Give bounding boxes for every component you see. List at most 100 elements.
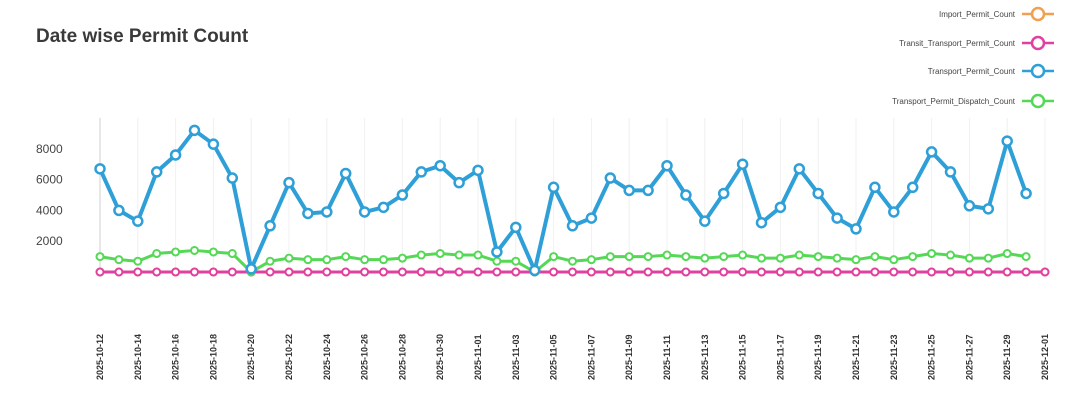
x-tick-label: 2025-11-07	[586, 334, 596, 380]
x-tick-label: 2025-10-28	[397, 334, 407, 380]
data-point	[435, 267, 445, 277]
data-point	[245, 263, 257, 275]
data-point	[491, 246, 503, 258]
data-point	[927, 249, 937, 259]
data-point	[982, 203, 995, 215]
x-tick-label: 2025-11-29	[1002, 334, 1012, 380]
data-point	[114, 267, 124, 277]
data-point	[303, 255, 313, 265]
data-point	[207, 138, 220, 150]
data-point	[397, 267, 407, 277]
data-point	[113, 204, 125, 217]
data-point	[793, 163, 806, 175]
data-point	[700, 253, 710, 263]
data-point	[624, 252, 634, 262]
data-point	[492, 267, 502, 277]
data-point	[964, 253, 974, 263]
data-point	[605, 267, 615, 277]
data-point	[944, 166, 957, 178]
data-point	[813, 267, 823, 277]
data-point	[869, 181, 881, 194]
data-point	[473, 267, 483, 277]
data-point	[661, 159, 673, 172]
data-point	[925, 146, 938, 158]
data-point	[339, 167, 352, 180]
legend-transit-transport-marker	[1030, 35, 1046, 51]
x-tick-label: 2025-10-18	[208, 334, 218, 380]
data-point	[416, 267, 426, 277]
data-point	[473, 250, 483, 260]
data-point	[983, 267, 993, 277]
chart-title: Date wise Permit Count	[36, 26, 249, 47]
data-point	[283, 176, 295, 189]
x-tick-label: 2025-11-05	[549, 334, 559, 380]
y-tick-label: 6000	[36, 173, 63, 187]
data-point	[964, 267, 974, 277]
data-point	[738, 250, 748, 260]
data-point	[492, 256, 502, 266]
data-point	[190, 267, 199, 277]
data-point	[568, 267, 577, 277]
data-point	[946, 250, 955, 260]
data-point	[150, 166, 163, 178]
data-point	[454, 267, 464, 277]
data-point	[568, 256, 577, 266]
data-point	[435, 249, 445, 259]
data-point	[963, 200, 976, 212]
data-point	[341, 267, 351, 277]
x-tick-label: 2025-11-15	[738, 334, 748, 380]
data-point	[1021, 252, 1031, 262]
legend-transport-label: Transport_Permit_Count	[928, 67, 1016, 76]
data-point	[510, 221, 522, 234]
data-point	[927, 267, 937, 277]
data-point	[1001, 135, 1013, 147]
data-point	[434, 159, 446, 172]
data-point	[415, 166, 428, 178]
data-point	[775, 253, 785, 263]
data-point	[1002, 267, 1012, 277]
x-tick-label: 2025-11-23	[889, 334, 899, 380]
data-point	[870, 252, 880, 262]
data-point	[888, 206, 900, 218]
data-point	[642, 184, 654, 197]
series-line	[98, 128, 1028, 273]
data-point	[831, 212, 843, 224]
data-point	[813, 252, 823, 262]
data-point	[699, 215, 711, 227]
data-point	[208, 247, 218, 257]
data-point	[208, 267, 218, 277]
data-point	[757, 253, 766, 263]
data-point	[379, 267, 388, 277]
data-point	[453, 176, 465, 189]
data-point	[133, 256, 143, 266]
data-point	[190, 245, 199, 255]
data-point	[983, 253, 993, 263]
legend-transit-transport-label: Transit_Transport_Permit_Count	[899, 39, 1016, 48]
data-point	[719, 267, 729, 277]
data-point	[662, 250, 672, 260]
x-tick-label: 2025-12-01	[1040, 334, 1050, 380]
data-point	[284, 253, 294, 263]
legend-import-label: Import_Permit_Count	[939, 10, 1016, 19]
data-point	[774, 201, 787, 214]
data-point	[95, 267, 105, 277]
x-tick-label: 2025-11-19	[813, 334, 823, 380]
data-point	[549, 252, 559, 262]
data-point	[908, 267, 918, 277]
data-point	[624, 267, 634, 277]
data-point	[397, 253, 407, 263]
data-point	[358, 206, 371, 218]
data-point	[700, 267, 710, 277]
data-point	[738, 267, 748, 277]
x-tick-label: 2025-11-25	[927, 334, 937, 380]
data-point	[341, 252, 351, 262]
x-tick-label: 2025-10-26	[360, 334, 370, 380]
data-point	[511, 267, 521, 277]
data-point	[946, 267, 955, 277]
data-point	[152, 249, 162, 259]
data-point	[717, 187, 730, 200]
legend-import-marker	[1030, 6, 1046, 22]
data-point	[889, 267, 899, 277]
x-tick-label: 2025-10-22	[284, 334, 294, 380]
